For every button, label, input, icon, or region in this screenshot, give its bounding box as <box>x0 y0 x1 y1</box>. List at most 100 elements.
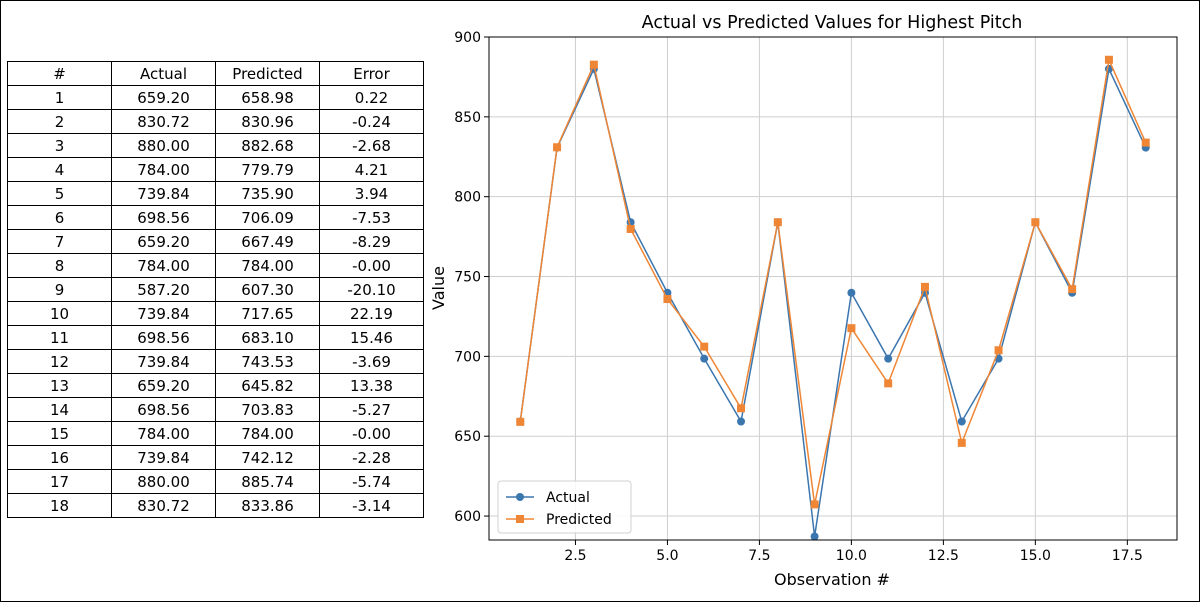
predicted-point <box>553 143 562 152</box>
table-cell: 784.00 <box>111 421 216 446</box>
table-cell: -7.53 <box>319 205 424 230</box>
actual-point <box>884 354 893 363</box>
line-chart: Actual vs Predicted Values for Highest P… <box>429 13 1178 589</box>
x-tick-label: 2.5 <box>564 548 586 564</box>
table-cell: 11 <box>7 325 112 350</box>
table-row: 6 698.56 706.09 -7.53 <box>7 205 424 230</box>
table-cell: 658.98 <box>215 85 320 110</box>
table-header-row: # Actual Predicted Error <box>7 61 424 86</box>
legend-marker-predicted <box>516 515 524 523</box>
table-header-actual: Actual <box>111 61 216 86</box>
actual-point <box>957 417 966 426</box>
legend-marker-actual <box>516 493 524 501</box>
table-cell: 830.96 <box>215 109 320 134</box>
table-cell: 779.79 <box>215 157 320 182</box>
table-cell: -20.10 <box>319 277 424 302</box>
table-cell: 784.00 <box>215 421 320 446</box>
actual-point <box>810 532 819 541</box>
predicted-point <box>1068 285 1077 294</box>
table-cell: -5.74 <box>319 469 424 494</box>
table-cell: 739.84 <box>111 445 216 470</box>
table-cell: 1 <box>7 85 112 110</box>
table-cell: 683.10 <box>215 325 320 350</box>
table-cell: -0.00 <box>319 253 424 278</box>
table-row: 15 784.00 784.00 -0.00 <box>7 421 424 446</box>
table-row: 11 698.56 683.10 15.46 <box>7 325 424 350</box>
actual-point <box>700 354 709 363</box>
table-cell: 830.72 <box>111 109 216 134</box>
table-cell: -3.69 <box>319 349 424 374</box>
y-tick-label: 600 <box>454 509 481 525</box>
y-tick-label: 750 <box>454 270 481 286</box>
actual-line <box>519 66 1147 537</box>
table-cell: 784.00 <box>111 253 216 278</box>
predicted-point <box>589 60 598 69</box>
table-cell: 17 <box>7 469 112 494</box>
y-axis-label: Value <box>429 266 448 310</box>
axis-ticks: 2.5 5.0 7.5 10.0 12.5 15.0 17.5 600 650 700 750 800… <box>454 30 1143 564</box>
legend-label-actual: Actual <box>546 490 590 506</box>
table-cell: 22.19 <box>319 301 424 326</box>
series-layer <box>516 55 1150 541</box>
table-row: 9 587.20 607.30 -20.10 <box>7 277 424 302</box>
table-cell: 882.68 <box>215 133 320 158</box>
table-cell: 885.74 <box>215 469 320 494</box>
table-cell: 880.00 <box>111 469 216 494</box>
table-cell: 18 <box>7 493 112 518</box>
table-cell: -5.27 <box>319 397 424 422</box>
table-cell: 735.90 <box>215 181 320 206</box>
table-cell: 833.86 <box>215 493 320 518</box>
table-cell: -2.28 <box>319 445 424 470</box>
table-cell: 739.84 <box>111 181 216 206</box>
chart-title: Actual vs Predicted Values for Highest P… <box>642 13 1023 33</box>
predicted-point <box>663 295 672 304</box>
table-cell: 9 <box>7 277 112 302</box>
predicted-point <box>1104 55 1113 64</box>
table-cell: 645.82 <box>215 373 320 398</box>
table-cell: 830.72 <box>111 493 216 518</box>
table-cell: 0.22 <box>319 85 424 110</box>
predicted-point <box>700 342 709 351</box>
table-cell: 742.12 <box>215 445 320 470</box>
table-cell: 12 <box>7 349 112 374</box>
y-tick-label: 700 <box>454 349 481 365</box>
x-axis-label: Observation # <box>774 570 890 589</box>
table-cell: 10 <box>7 301 112 326</box>
table-cell: 659.20 <box>111 373 216 398</box>
table-cell: -0.00 <box>319 421 424 446</box>
table-row: 8 784.00 784.00 -0.00 <box>7 253 424 278</box>
table-header-index: # <box>7 61 112 86</box>
predicted-line <box>519 57 1147 505</box>
table-row: 2 830.72 830.96 -0.24 <box>7 109 424 134</box>
table-row: 13 659.20 645.82 13.38 <box>7 373 424 398</box>
table-cell: 4 <box>7 157 112 182</box>
table-cell: 698.56 <box>111 397 216 422</box>
table-row: 4 784.00 779.79 4.21 <box>7 157 424 182</box>
predicted-point <box>626 224 635 233</box>
table-header-error: Error <box>319 61 424 86</box>
plot-frame <box>488 36 1178 541</box>
table-cell: 880.00 <box>111 133 216 158</box>
predicted-point <box>994 346 1003 355</box>
x-tick-label: 10.0 <box>836 548 867 564</box>
table-cell: 16 <box>7 445 112 470</box>
table-cell: -8.29 <box>319 229 424 254</box>
y-tick-label: 900 <box>454 30 481 46</box>
table-cell: 8 <box>7 253 112 278</box>
table-row: 18 830.72 833.86 -3.14 <box>7 493 424 518</box>
table-cell: 739.84 <box>111 349 216 374</box>
table-cell: 15.46 <box>319 325 424 350</box>
table-cell: 698.56 <box>111 205 216 230</box>
x-tick-label: 12.5 <box>928 548 959 564</box>
table-row: 16 739.84 742.12 -2.28 <box>7 445 424 470</box>
table-cell: 13.38 <box>319 373 424 398</box>
table-row: 1 659.20 658.98 0.22 <box>7 85 424 110</box>
table-row: 12 739.84 743.53 -3.69 <box>7 349 424 374</box>
table-cell: 743.53 <box>215 349 320 374</box>
predicted-point <box>516 417 525 426</box>
legend-label-predicted: Predicted <box>546 512 612 528</box>
x-tick-label: 17.5 <box>1112 548 1143 564</box>
table-header-predicted: Predicted <box>215 61 320 86</box>
table-cell: 659.20 <box>111 229 216 254</box>
legend-box <box>497 480 632 534</box>
